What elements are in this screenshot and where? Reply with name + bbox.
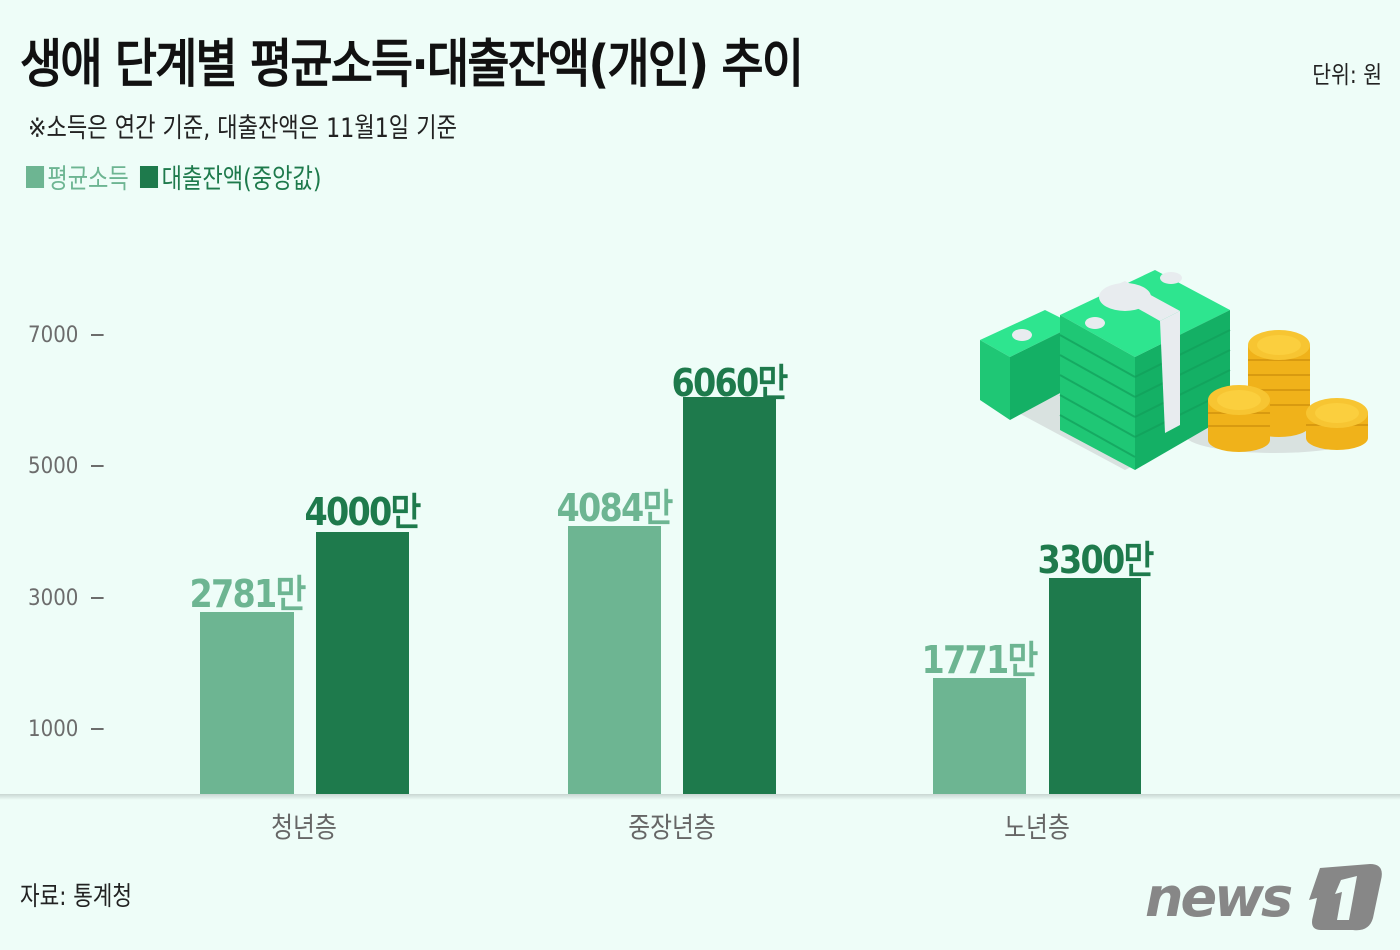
y-tick-label: 3000 xyxy=(28,585,79,611)
legend-label-income: 평균소득 xyxy=(47,164,129,195)
y-tick-1000: 1000 xyxy=(28,716,104,742)
x-label-senior: 노년층 xyxy=(1004,811,1070,844)
legend-item-income: 평균소득 xyxy=(26,157,129,196)
x-axis-baseline xyxy=(0,794,1400,800)
bar-income-senior xyxy=(933,678,1026,795)
legend: 평균소득 대출잔액(중앙값) xyxy=(26,157,321,196)
y-tick-7000: 7000 xyxy=(28,322,104,348)
bar-label-income-youth: 2781만 xyxy=(189,572,306,616)
unit-label: 단위: 원 xyxy=(1312,61,1382,89)
tick-mark xyxy=(91,597,104,599)
y-tick-label: 7000 xyxy=(28,322,79,348)
legend-swatch-income xyxy=(26,165,45,188)
bar-label-income-middle: 4084만 xyxy=(556,486,673,530)
bar-loan-senior xyxy=(1049,578,1141,795)
legend-label-loan: 대출잔액(중앙값) xyxy=(161,164,322,195)
legend-item-loan: 대출잔액(중앙값) xyxy=(140,157,321,196)
y-tick-label: 5000 xyxy=(28,453,79,479)
bar-label-loan-senior: 3300만 xyxy=(1037,538,1154,582)
y-tick-label: 1000 xyxy=(28,716,79,742)
news1-logo-text: news xyxy=(1145,866,1292,929)
chart-title: 생애 단계별 평균소득·대출잔액(개인) 추이 xyxy=(20,35,804,95)
bar-income-youth xyxy=(200,612,294,795)
source-label: 자료: 통계청 xyxy=(20,882,133,912)
chart-subtitle: ※소득은 연간 기준, 대출잔액은 11월1일 기준 xyxy=(28,113,457,144)
y-tick-5000: 5000 xyxy=(28,453,104,479)
money-stack-and-coins-icon xyxy=(980,270,1368,470)
bar-loan-middle xyxy=(683,397,776,795)
tick-mark xyxy=(91,728,104,730)
bar-loan-youth xyxy=(316,532,409,795)
bar-label-loan-middle: 6060만 xyxy=(671,361,788,405)
x-label-youth: 청년층 xyxy=(271,811,337,844)
x-label-middle: 중장년층 xyxy=(628,811,716,844)
legend-swatch-loan xyxy=(140,165,159,188)
tick-mark xyxy=(91,465,104,467)
bar-income-middle xyxy=(568,526,661,795)
y-tick-3000: 3000 xyxy=(28,585,104,611)
tick-mark xyxy=(91,334,104,336)
bar-label-loan-youth: 4000만 xyxy=(304,490,421,534)
bar-label-income-senior: 1771만 xyxy=(921,638,1038,682)
news1-logo: news xyxy=(1145,860,1385,937)
